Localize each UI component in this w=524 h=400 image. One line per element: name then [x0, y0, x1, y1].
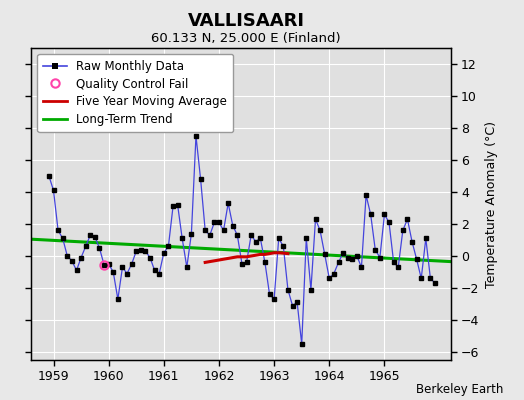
Y-axis label: Temperature Anomaly (°C): Temperature Anomaly (°C) — [485, 120, 498, 288]
Text: 60.133 N, 25.000 E (Finland): 60.133 N, 25.000 E (Finland) — [151, 32, 341, 45]
Text: Berkeley Earth: Berkeley Earth — [416, 383, 503, 396]
Text: VALLISAARI: VALLISAARI — [188, 12, 305, 30]
Legend: Raw Monthly Data, Quality Control Fail, Five Year Moving Average, Long-Term Tren: Raw Monthly Data, Quality Control Fail, … — [37, 54, 233, 132]
